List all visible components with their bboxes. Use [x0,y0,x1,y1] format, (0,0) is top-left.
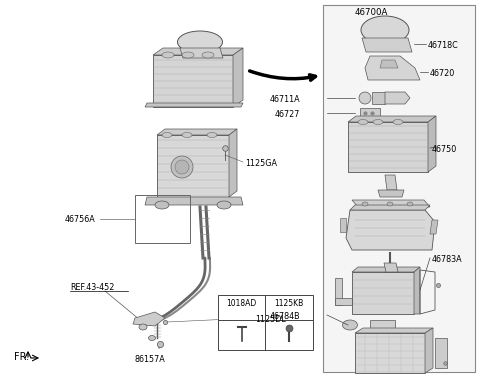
Polygon shape [233,48,243,107]
Bar [355,333,425,373]
Text: 46756A: 46756A [65,215,96,224]
Ellipse shape [155,201,169,209]
Ellipse shape [182,132,192,138]
Ellipse shape [359,92,371,104]
Bar [157,135,229,197]
Polygon shape [380,60,398,68]
Polygon shape [360,108,380,118]
Text: 46784B: 46784B [269,312,300,321]
Polygon shape [370,320,395,330]
Polygon shape [384,263,398,272]
Polygon shape [350,205,430,210]
Ellipse shape [387,202,393,206]
Ellipse shape [362,202,368,206]
Text: 46720: 46720 [430,69,455,78]
Polygon shape [352,267,420,272]
Polygon shape [157,129,237,135]
Ellipse shape [162,132,172,138]
Polygon shape [346,210,435,250]
Polygon shape [180,48,223,58]
Polygon shape [145,197,243,205]
Text: 46711A: 46711A [269,95,300,104]
Polygon shape [153,48,243,55]
Bar [352,272,414,314]
Polygon shape [362,38,412,52]
Polygon shape [335,298,352,305]
Text: 1125KB: 1125KB [275,299,304,308]
Polygon shape [430,220,438,234]
Bar [218,295,313,350]
Text: 1018AD: 1018AD [227,299,257,308]
Ellipse shape [171,156,193,178]
Polygon shape [365,56,420,80]
Polygon shape [229,129,237,197]
Polygon shape [352,200,430,207]
Text: 46750: 46750 [432,145,457,154]
Polygon shape [340,218,346,232]
Polygon shape [348,116,436,122]
Polygon shape [378,190,404,197]
Polygon shape [372,92,385,104]
Ellipse shape [217,201,231,209]
Text: 46727: 46727 [275,110,300,119]
Ellipse shape [139,324,147,330]
Ellipse shape [182,52,194,58]
Ellipse shape [343,320,358,330]
Polygon shape [355,328,433,333]
Ellipse shape [178,31,223,53]
Ellipse shape [393,120,403,124]
Polygon shape [385,175,397,190]
Text: 46700A: 46700A [355,8,388,17]
Polygon shape [435,338,447,368]
Text: 46783A: 46783A [432,255,463,264]
Ellipse shape [358,120,368,124]
Ellipse shape [373,120,383,124]
Ellipse shape [162,52,174,58]
Text: 1125GA: 1125GA [245,159,277,168]
Ellipse shape [148,336,156,340]
Bar [153,55,233,107]
Text: 1125DL: 1125DL [255,315,286,324]
Bar [135,195,190,243]
Polygon shape [145,103,243,107]
Text: 86157A: 86157A [134,355,166,364]
Ellipse shape [202,52,214,58]
Polygon shape [133,312,165,326]
Polygon shape [335,278,342,305]
Text: REF.43-452: REF.43-452 [70,283,114,292]
Text: FR.: FR. [14,352,29,362]
Polygon shape [385,92,410,104]
Polygon shape [414,267,420,314]
Bar [323,5,475,372]
Polygon shape [428,116,436,172]
Ellipse shape [361,16,409,44]
Ellipse shape [207,132,217,138]
Text: 46718C: 46718C [428,41,459,50]
Ellipse shape [175,160,189,174]
Polygon shape [425,328,433,373]
Bar [348,122,428,172]
Ellipse shape [407,202,413,206]
